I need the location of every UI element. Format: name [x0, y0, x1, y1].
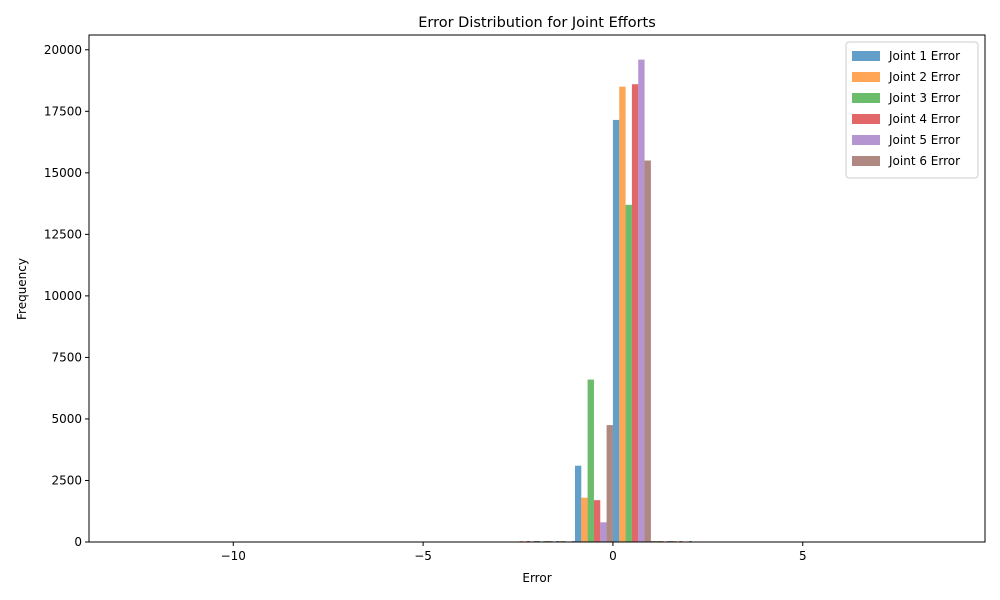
bar-series-5-bin-5	[638, 59, 645, 543]
bar-series-3-bin-5	[625, 204, 632, 542]
x-tick-label: −10	[221, 549, 246, 563]
legend-label-2: Joint 2 Error	[888, 70, 960, 84]
bar-series-4-bin-5	[631, 84, 639, 542]
y-tick-label: 17500	[44, 104, 82, 118]
y-tick-label: 2500	[51, 473, 82, 487]
y-axis-title: Frequency	[15, 258, 29, 320]
bar-series-3-bin-4	[587, 379, 594, 542]
plot-frame	[88, 34, 986, 543]
x-tick-label: −5	[414, 549, 432, 563]
legend: Joint 1 Error Joint 2 Error Joint 3 Error J…	[845, 41, 979, 179]
bar-series-4-bin-4	[593, 500, 601, 542]
y-tick-label: 7500	[51, 350, 82, 364]
bar-series-6-bin-5	[644, 160, 651, 542]
legend-swatch-4	[852, 114, 880, 124]
y-tick-label: 12500	[44, 227, 82, 241]
bar-series-5-bin-4	[600, 522, 607, 542]
legend-swatch-2	[852, 72, 880, 82]
legend-label-6: Joint 6 Error	[888, 154, 960, 168]
legend-label-3: Joint 3 Error	[888, 91, 960, 105]
bar-series-1-bin-4	[574, 465, 582, 542]
x-axis: −10 −5 0 5	[221, 542, 807, 563]
legend-swatch-5	[852, 135, 880, 145]
x-axis-title: Error	[522, 571, 551, 585]
y-tick-label: 10000	[44, 289, 82, 303]
bar-series-6-bin-4	[606, 425, 613, 542]
x-tick-label: 5	[799, 549, 807, 563]
legend-label-5: Joint 5 Error	[888, 133, 960, 147]
y-axis: 0 2500 5000 7500 10000 12500 15000 17500 20000	[44, 43, 89, 549]
y-tick-label: 15000	[44, 166, 82, 180]
bar-series-1-bin-5	[612, 119, 620, 542]
x-tick-label: 0	[609, 549, 617, 563]
legend-swatch-1	[852, 51, 880, 61]
legend-label-4: Joint 4 Error	[888, 112, 960, 126]
chart-title: Error Distribution for Joint Efforts	[418, 15, 656, 31]
bar-series-2-bin-4	[581, 497, 588, 542]
legend-label-1: Joint 1 Error	[888, 49, 960, 63]
y-tick-label: 20000	[44, 43, 82, 57]
bar-series-2-bin-5	[619, 86, 626, 543]
legend-swatch-3	[852, 93, 880, 103]
legend-swatch-6	[852, 156, 880, 166]
y-tick-label: 5000	[51, 412, 82, 426]
y-tick-label: 0	[74, 535, 82, 549]
bars-layer	[519, 59, 693, 543]
